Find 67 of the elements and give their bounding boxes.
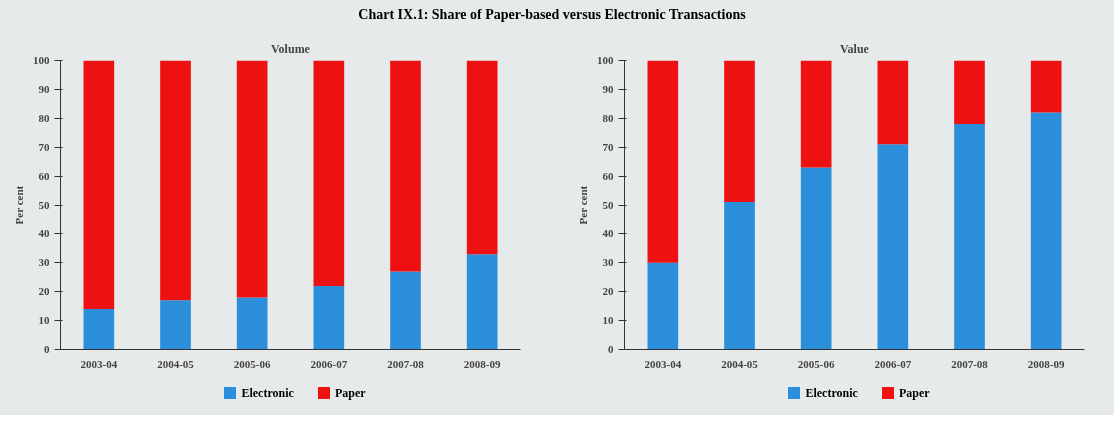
bar [160, 60, 191, 301]
legend-label: Electronic [805, 385, 858, 400]
chart-subtitle: Value [840, 41, 870, 56]
bar [390, 271, 421, 350]
y-axis-title: Per cent [577, 185, 589, 225]
x-tick-label: 2006-07 [874, 357, 912, 370]
y-axis-title: Per cent [13, 185, 25, 225]
bar [83, 309, 115, 350]
bar [954, 60, 985, 125]
x-tick-label: 2008-09 [463, 357, 501, 370]
y-tick-label: 80 [38, 111, 50, 124]
y-tick-label: 80 [602, 111, 614, 124]
y-tick-label: 70 [602, 140, 614, 153]
x-tick-label: 2004-05 [721, 357, 759, 370]
x-tick-label: 2004-05 [157, 357, 195, 370]
legend-label: Electronic [241, 385, 294, 400]
y-tick-label: 30 [602, 256, 614, 269]
y-tick-label: 30 [38, 256, 50, 269]
bar [466, 254, 498, 350]
legend-label: Paper [334, 385, 366, 400]
x-tick-label: 2007-08 [951, 357, 989, 370]
x-tick-label: 2003-04 [644, 357, 682, 370]
legend-label: Paper [898, 385, 930, 400]
y-tick-label: 50 [38, 198, 50, 211]
y-tick-label: 50 [602, 198, 614, 211]
y-tick-label: 40 [38, 227, 50, 240]
y-tick-label: 70 [38, 140, 50, 153]
bar [236, 297, 268, 350]
bar [1030, 112, 1062, 350]
x-tick-label: 2005-06 [797, 357, 835, 370]
y-tick-label: 10 [38, 314, 50, 327]
bar [877, 144, 909, 350]
bar [724, 60, 755, 203]
bar [466, 60, 498, 255]
chart-subtitle: Volume [271, 41, 311, 56]
y-tick-label: 0 [608, 343, 614, 355]
y-tick-label: 40 [602, 227, 614, 240]
bar [83, 60, 115, 310]
bar [954, 124, 985, 350]
y-tick-label: 20 [602, 285, 614, 298]
text: Chart IX.1: Share of Paper-based versus Electronic Transactions [358, 6, 746, 24]
bar [236, 60, 268, 298]
y-tick-label: 90 [602, 82, 614, 95]
x-tick-label: 2006-07 [310, 357, 348, 370]
x-tick-label: 2007-08 [387, 357, 425, 370]
bar [390, 60, 421, 272]
bar [1030, 60, 1062, 113]
y-tick-label: 100 [33, 54, 50, 66]
x-tick-label: 2003-04 [80, 357, 118, 370]
bar [800, 60, 832, 168]
x-tick-label: 2008-09 [1027, 357, 1065, 370]
y-tick-label: 60 [38, 169, 50, 182]
y-tick-label: 90 [38, 82, 50, 95]
bar [724, 202, 755, 350]
y-tick-label: 100 [597, 54, 614, 66]
bar [647, 60, 679, 263]
bar [800, 167, 832, 350]
x-tick-label: 2005-06 [233, 357, 271, 370]
bar [160, 300, 191, 350]
bar [313, 60, 345, 286]
bar [647, 262, 679, 350]
y-tick-label: 20 [38, 285, 50, 298]
y-tick-label: 10 [602, 314, 614, 327]
y-tick-label: 60 [602, 169, 614, 182]
bar [313, 285, 345, 350]
y-tick-label: 0 [44, 343, 50, 355]
bar [877, 60, 909, 145]
